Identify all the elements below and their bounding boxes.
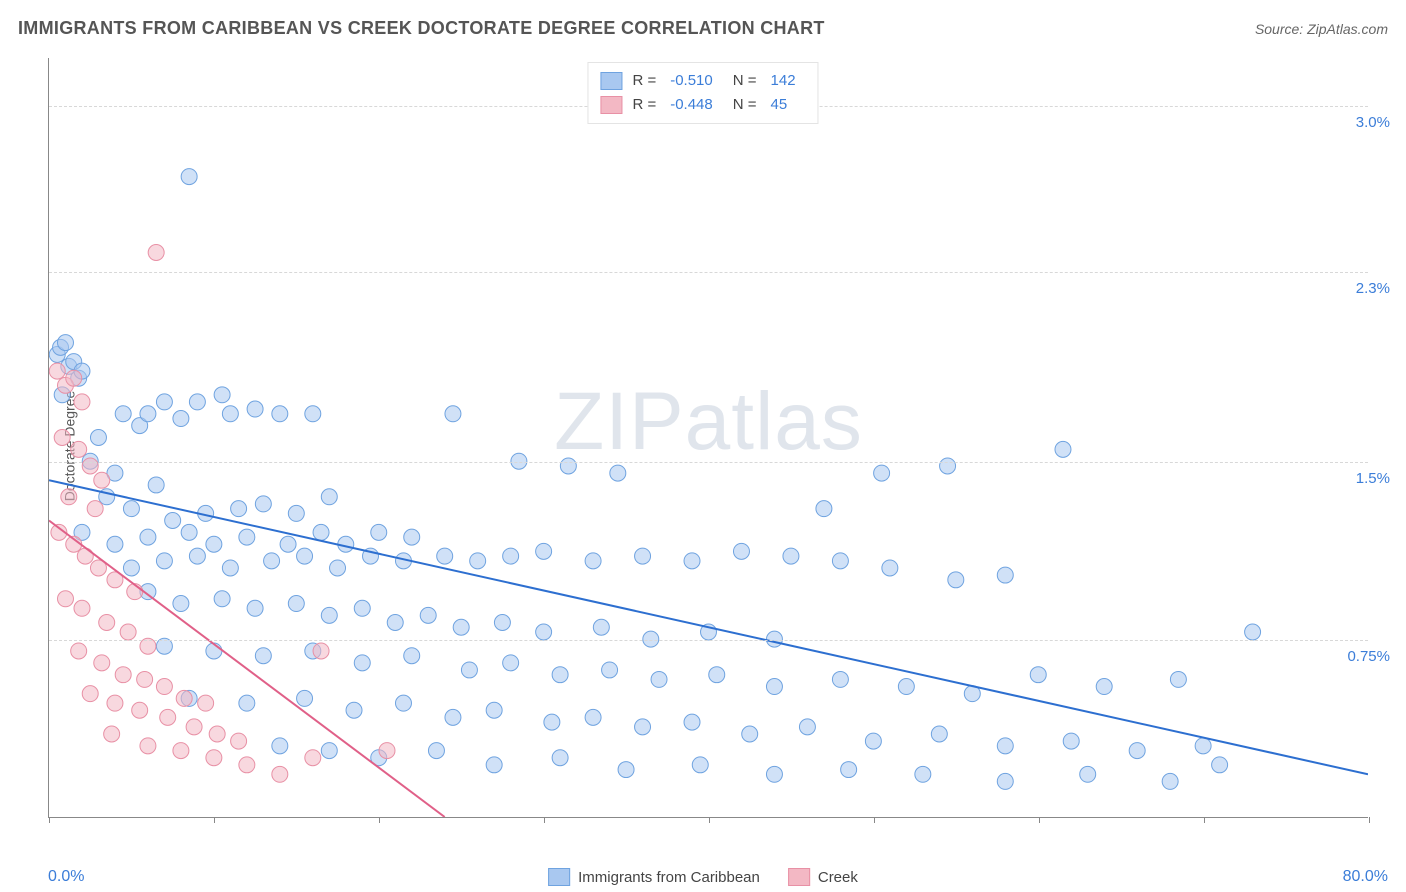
x-axis-max-label: 80.0% bbox=[1343, 868, 1388, 886]
stat-r-value-1: -0.448 bbox=[670, 93, 713, 117]
swatch-bottom-0 bbox=[548, 868, 570, 886]
legend-bottom: Immigrants from Caribbean Creek bbox=[548, 868, 858, 886]
legend-row-series-0: R = -0.510 N = 142 bbox=[600, 69, 805, 93]
chart-title: IMMIGRANTS FROM CARIBBEAN VS CREEK DOCTO… bbox=[18, 18, 825, 39]
legend-label-0: Immigrants from Caribbean bbox=[578, 869, 760, 886]
x-tick bbox=[874, 817, 875, 823]
stat-r-label: R = bbox=[632, 69, 656, 93]
y-tick-label: 3.0% bbox=[1356, 114, 1390, 131]
x-tick bbox=[709, 817, 710, 823]
stat-n-label: N = bbox=[733, 69, 757, 93]
legend-row-series-1: R = -0.448 N = 45 bbox=[600, 93, 805, 117]
source-attribution: Source: ZipAtlas.com bbox=[1255, 21, 1388, 37]
x-tick bbox=[379, 817, 380, 823]
x-tick bbox=[1204, 817, 1205, 823]
y-tick-label: 2.3% bbox=[1356, 280, 1390, 297]
x-tick bbox=[544, 817, 545, 823]
stat-n-label: N = bbox=[733, 93, 757, 117]
y-tick-label: 0.75% bbox=[1347, 648, 1390, 665]
x-axis-min-label: 0.0% bbox=[48, 868, 84, 886]
gridline bbox=[49, 462, 1368, 463]
legend-item-0: Immigrants from Caribbean bbox=[548, 868, 760, 886]
legend-item-1: Creek bbox=[788, 868, 858, 886]
x-tick bbox=[1039, 817, 1040, 823]
x-tick bbox=[214, 817, 215, 823]
stat-r-label: R = bbox=[632, 93, 656, 117]
gridline bbox=[49, 640, 1368, 641]
legend-stats: R = -0.510 N = 142 R = -0.448 N = 45 bbox=[587, 62, 818, 124]
swatch-series-1 bbox=[600, 96, 622, 114]
scatter-plot bbox=[49, 58, 1368, 817]
x-tick bbox=[49, 817, 50, 823]
header: IMMIGRANTS FROM CARIBBEAN VS CREEK DOCTO… bbox=[18, 18, 1388, 39]
stat-n-value-0: 142 bbox=[771, 69, 796, 93]
swatch-series-0 bbox=[600, 72, 622, 90]
chart-area: ZIPatlas bbox=[48, 58, 1368, 818]
gridline bbox=[49, 272, 1368, 273]
swatch-bottom-1 bbox=[788, 868, 810, 886]
x-tick bbox=[1369, 817, 1370, 823]
legend-label-1: Creek bbox=[818, 869, 858, 886]
stat-n-value-1: 45 bbox=[771, 93, 788, 117]
y-tick-label: 1.5% bbox=[1356, 470, 1390, 487]
stat-r-value-0: -0.510 bbox=[670, 69, 713, 93]
